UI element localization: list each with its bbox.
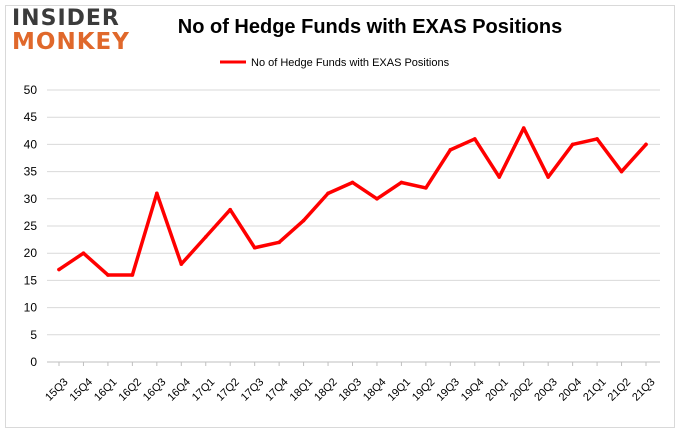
y-tick-label-25: 25: [24, 219, 38, 233]
data-point-15Q3: [57, 267, 61, 272]
chart-title: No of Hedge Funds with EXAS Positions: [177, 16, 563, 38]
data-point-20Q1: [497, 175, 502, 179]
y-tick-label-45: 45: [24, 110, 38, 124]
legend-label: No of Hedge Funds with EXAS Positions: [251, 57, 450, 69]
series-layer: [57, 126, 648, 277]
data-point-18Q1: [301, 218, 306, 223]
x-tick-label-16Q4: 16Q4: [165, 376, 193, 404]
x-tick-label-21Q3: 21Q3: [630, 376, 658, 404]
data-point-17Q2: [228, 207, 233, 212]
data-point-18Q4: [375, 197, 379, 201]
x-tick-label-18Q3: 18Q3: [337, 376, 365, 404]
x-tick-label-20Q1: 20Q1: [483, 376, 511, 404]
x-tick-label-19Q4: 19Q4: [459, 376, 487, 404]
data-point-19Q1: [399, 180, 404, 185]
x-tick-label-16Q1: 16Q1: [92, 376, 120, 404]
data-point-21Q2: [619, 169, 624, 174]
data-point-15Q4: [81, 251, 86, 255]
data-point-20Q2: [521, 126, 526, 130]
y-tick-label-20: 20: [24, 246, 38, 260]
data-point-17Q1: [203, 235, 208, 239]
y-tick-label-15: 15: [24, 273, 38, 287]
data-point-21Q1: [595, 137, 599, 141]
x-tick-label-17Q3: 17Q3: [239, 376, 267, 404]
legend: No of Hedge Funds with EXAS Positions: [220, 57, 450, 69]
x-tick-label-20Q2: 20Q2: [508, 376, 536, 404]
x-tick-label-17Q4: 17Q4: [263, 376, 291, 404]
x-tick-label-16Q3: 16Q3: [141, 376, 169, 404]
x-tick-label-21Q2: 21Q2: [606, 376, 634, 404]
x-tick-label-15Q3: 15Q3: [43, 376, 71, 404]
y-tick-label-35: 35: [24, 165, 38, 179]
y-tick-label-40: 40: [24, 137, 38, 151]
x-tick-label-18Q2: 18Q2: [312, 376, 340, 404]
y-tick-label-10: 10: [24, 301, 38, 315]
y-tick-label-30: 30: [24, 192, 38, 206]
x-tick-label-19Q1: 19Q1: [386, 376, 414, 404]
x-tick-label-17Q2: 17Q2: [214, 376, 242, 404]
data-point-20Q3: [546, 175, 550, 179]
data-point-19Q3: [448, 148, 453, 152]
data-point-16Q3: [155, 191, 159, 196]
data-point-18Q2: [326, 191, 330, 196]
logo-line-2: MONKEY: [12, 29, 130, 55]
x-tick-label-19Q3: 19Q3: [434, 376, 462, 404]
y-tick-label-5: 5: [30, 328, 37, 342]
y-tick-label-50: 50: [24, 83, 38, 97]
data-point-19Q2: [424, 186, 428, 190]
y-axis: 0 5 10 15 20 25 30 35 40 45 50: [24, 83, 38, 369]
data-point-19Q4: [472, 137, 477, 141]
x-tick-label-21Q1: 21Q1: [581, 376, 609, 404]
data-point-16Q4: [179, 262, 184, 266]
insider-monkey-logo: INSIDER MONKEY: [12, 8, 130, 54]
x-tick-label-20Q3: 20Q3: [532, 376, 560, 404]
x-tick-label-20Q4: 20Q4: [557, 376, 585, 404]
data-point-17Q4: [277, 240, 281, 245]
x-tick-label-16Q2: 16Q2: [116, 376, 144, 404]
data-point-17Q3: [252, 245, 257, 250]
data-point-20Q4: [570, 142, 575, 147]
data-point-16Q2: [130, 273, 135, 277]
x-tick-label-18Q4: 18Q4: [361, 376, 389, 404]
logo-line-1: INSIDER: [12, 6, 120, 31]
x-tick-label-17Q1: 17Q1: [190, 376, 218, 404]
x-tick-label-19Q2: 19Q2: [410, 376, 438, 404]
data-point-21Q3: [644, 142, 648, 147]
x-tick-label-18Q1: 18Q1: [288, 376, 316, 404]
chart-frame: [5, 5, 675, 428]
data-point-16Q1: [106, 273, 110, 277]
x-tick-label-15Q4: 15Q4: [68, 376, 96, 404]
x-axis: 15Q315Q416Q116Q216Q316Q417Q117Q217Q317Q4…: [43, 361, 660, 404]
data-point-18Q3: [350, 180, 355, 185]
gridlines: [47, 89, 660, 363]
y-tick-label-0: 0: [30, 355, 37, 369]
